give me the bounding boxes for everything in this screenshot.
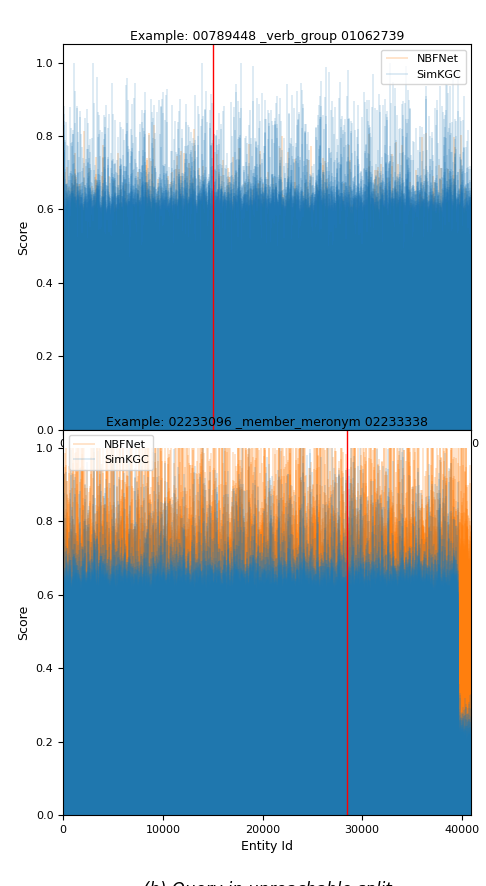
X-axis label: Entity Id: Entity Id [242, 841, 293, 853]
Text: (b) Query in unreachable split: (b) Query in unreachable split [143, 881, 392, 886]
Title: Example: 02233096 _member_meronym 02233338: Example: 02233096 _member_meronym 022333… [106, 416, 428, 429]
Text: (a) Query in reachable split: (a) Query in reachable split [154, 495, 381, 513]
Y-axis label: Score: Score [17, 220, 30, 254]
Legend: NBFNet, SimKGC: NBFNet, SimKGC [381, 50, 466, 84]
Y-axis label: Score: Score [17, 605, 30, 640]
Legend: NBFNet, SimKGC: NBFNet, SimKGC [69, 435, 154, 470]
Title: Example: 00789448 _verb_group 01062739: Example: 00789448 _verb_group 01062739 [130, 30, 404, 43]
X-axis label: Entity Id: Entity Id [242, 455, 293, 468]
